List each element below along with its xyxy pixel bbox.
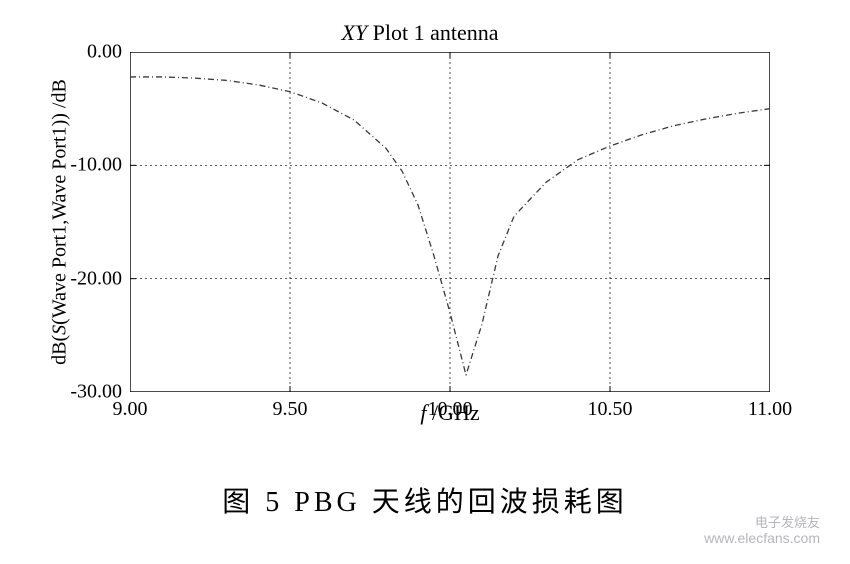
chart-title-rest: Plot 1 antenna bbox=[367, 20, 498, 45]
plot-wrap: dB(S(Wave Port1,Wave Port1)) /dB 0.00 -1… bbox=[130, 52, 770, 392]
figure-caption: 图 5 PBG 天线的回波损耗图 bbox=[0, 480, 850, 520]
xtick-0: 9.00 bbox=[113, 398, 148, 421]
xtick-4: 11.00 bbox=[748, 398, 792, 421]
watermark-line2: www.elecfans.com bbox=[704, 531, 820, 546]
xtick-3: 10.50 bbox=[588, 398, 633, 421]
chart-container: XY Plot 1 antenna dB(S(Wave Port1,Wave P… bbox=[40, 20, 800, 450]
ytick-2: -20.00 bbox=[70, 267, 122, 290]
ylabel-text: dB(S(Wave Port1,Wave Port1)) /dB bbox=[49, 79, 71, 365]
watermark-line1: 电子发烧友 bbox=[704, 516, 820, 530]
chart-title: XY Plot 1 antenna bbox=[40, 20, 800, 46]
ytick-1: -10.00 bbox=[70, 154, 122, 177]
xtick-1: 9.50 bbox=[273, 398, 308, 421]
y-axis-label: dB(S(Wave Port1,Wave Port1)) /dB bbox=[49, 79, 72, 365]
xtick-2: 10.00 bbox=[428, 398, 473, 421]
ytick-0: 0.00 bbox=[87, 41, 122, 64]
chart-title-italic: XY bbox=[341, 20, 367, 45]
plot-area bbox=[130, 52, 770, 392]
watermark: 电子发烧友 www.elecfans.com bbox=[704, 516, 820, 546]
